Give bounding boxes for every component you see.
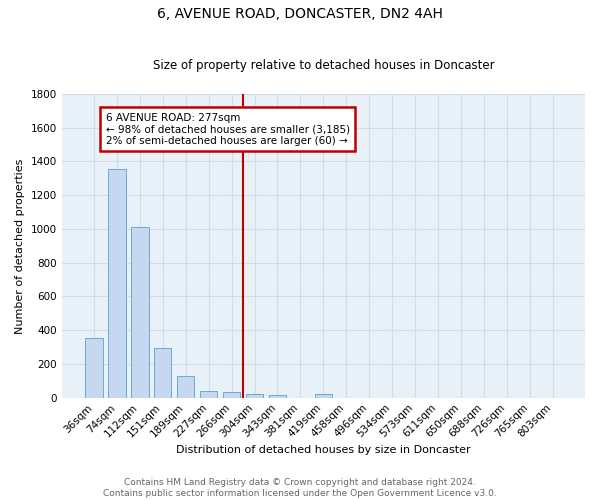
Text: Contains HM Land Registry data © Crown copyright and database right 2024.
Contai: Contains HM Land Registry data © Crown c… bbox=[103, 478, 497, 498]
Bar bbox=[246, 394, 263, 398]
Bar bbox=[131, 228, 149, 398]
Bar bbox=[109, 169, 125, 398]
Text: 6, AVENUE ROAD, DONCASTER, DN2 4AH: 6, AVENUE ROAD, DONCASTER, DN2 4AH bbox=[157, 8, 443, 22]
Title: Size of property relative to detached houses in Doncaster: Size of property relative to detached ho… bbox=[152, 59, 494, 72]
Bar bbox=[154, 348, 172, 398]
Bar bbox=[269, 395, 286, 398]
Y-axis label: Number of detached properties: Number of detached properties bbox=[15, 158, 25, 334]
Bar bbox=[200, 390, 217, 398]
Bar bbox=[223, 392, 240, 398]
Bar bbox=[315, 394, 332, 398]
Text: 6 AVENUE ROAD: 277sqm
← 98% of detached houses are smaller (3,185)
2% of semi-de: 6 AVENUE ROAD: 277sqm ← 98% of detached … bbox=[106, 112, 350, 146]
X-axis label: Distribution of detached houses by size in Doncaster: Distribution of detached houses by size … bbox=[176, 445, 470, 455]
Bar bbox=[177, 376, 194, 398]
Bar bbox=[85, 338, 103, 398]
